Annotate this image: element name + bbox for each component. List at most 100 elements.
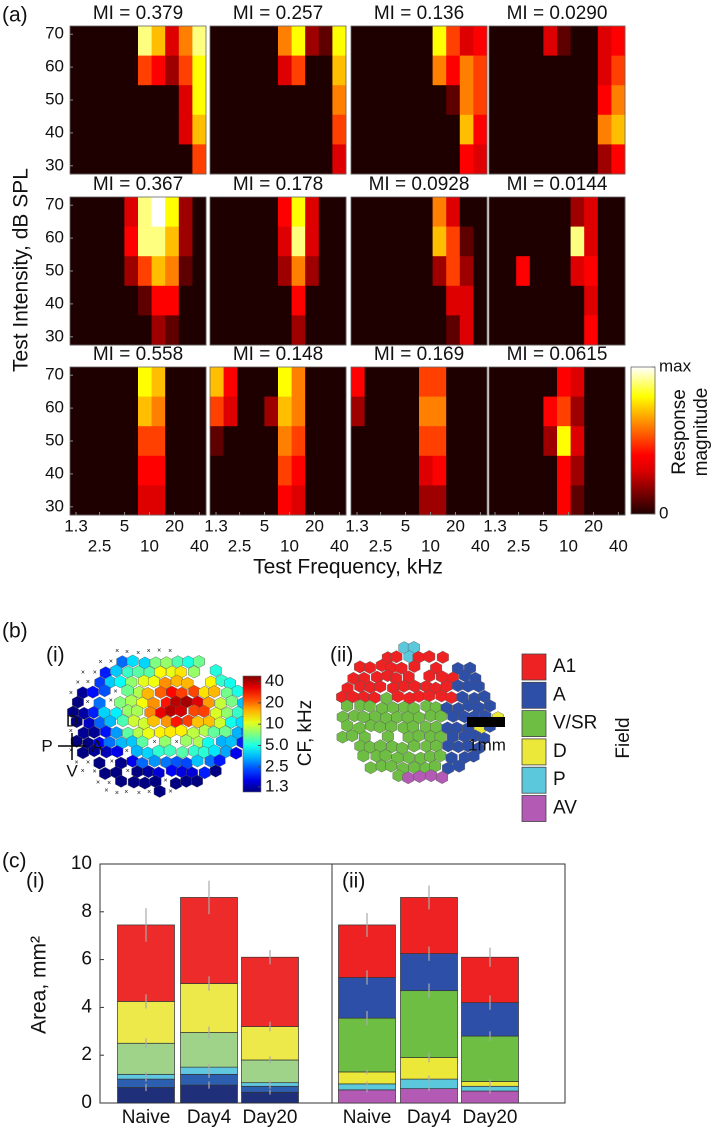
heat-cell xyxy=(192,226,207,257)
heat-cell xyxy=(138,285,152,316)
heat-cell xyxy=(432,367,447,397)
heat-cell xyxy=(473,256,488,287)
heat-cell xyxy=(124,367,139,397)
heat-cell xyxy=(83,226,98,257)
heat-cell xyxy=(124,256,139,287)
x-tick-label: Day20 xyxy=(463,1107,518,1128)
map-cell xyxy=(127,714,140,728)
map-cell xyxy=(209,764,222,778)
heat-cell xyxy=(584,396,599,427)
heat-cell xyxy=(584,315,599,346)
panel-frame xyxy=(350,366,488,516)
heat-cell xyxy=(305,396,320,427)
heat-cell xyxy=(502,367,517,397)
heat-cell xyxy=(264,367,279,397)
heat-cell xyxy=(210,226,224,257)
map-cell xyxy=(88,744,101,758)
map-cell xyxy=(170,674,183,688)
x-tick-label: 20 xyxy=(446,516,465,535)
heat-cell xyxy=(584,114,599,145)
heat-cell xyxy=(332,485,347,516)
heat-cell xyxy=(97,26,112,56)
heat-cell xyxy=(570,144,585,175)
map-cell xyxy=(175,724,188,738)
heat-cell xyxy=(264,256,279,287)
colorbar-tick-label: 20 xyxy=(265,692,284,711)
heat-cell xyxy=(237,426,252,457)
x-tick-label: 40 xyxy=(609,536,628,555)
panel-title: MI = 0.0615 xyxy=(507,344,608,365)
heat-cell xyxy=(97,426,112,457)
heat-cell xyxy=(138,197,152,227)
heat-cell xyxy=(83,144,98,175)
y-tick-label: 30 xyxy=(45,155,64,174)
heat-cell xyxy=(291,315,306,346)
heat-cell xyxy=(570,85,585,116)
x-tick-label: 5 xyxy=(120,516,129,535)
heat-cell xyxy=(473,114,488,145)
heat-cell xyxy=(529,256,544,287)
colorbar-label: magnitude xyxy=(691,388,712,477)
heat-cell xyxy=(138,226,152,257)
heat-cell xyxy=(332,144,347,175)
heat-cell xyxy=(597,396,612,427)
heat-cell xyxy=(570,485,585,516)
panel-title: MI = 0.257 xyxy=(233,3,323,24)
heat-cell xyxy=(529,26,544,56)
heat-cell xyxy=(557,426,571,457)
heat-cell xyxy=(165,485,180,516)
map-cell xyxy=(484,699,496,713)
heat-cell xyxy=(364,55,379,86)
heat-cell xyxy=(192,26,207,56)
unresponsive-site: × xyxy=(115,648,119,655)
heat-cell xyxy=(584,367,599,397)
heat-cell xyxy=(178,144,193,175)
panel-title: MI = 0.0928 xyxy=(369,174,470,195)
heat-cell xyxy=(446,144,461,175)
heat-cell xyxy=(459,144,474,175)
map-cell xyxy=(408,739,420,753)
heat-cell xyxy=(278,315,292,346)
heat-cell xyxy=(178,285,193,316)
heat-cell xyxy=(305,197,320,227)
heat-cell xyxy=(378,285,393,316)
bar-segment xyxy=(241,1026,299,1061)
unresponsive-site: × xyxy=(93,769,97,776)
heat-cell xyxy=(237,114,252,145)
heat-cell xyxy=(473,367,488,397)
x-tick-label: 5 xyxy=(401,516,410,535)
heat-cell xyxy=(473,455,488,486)
heat-cell xyxy=(516,367,531,397)
heat-cell xyxy=(250,114,265,145)
heat-cell xyxy=(110,85,125,116)
heat-cell xyxy=(70,315,84,346)
heat-cell xyxy=(223,55,238,86)
heat-cell xyxy=(405,285,420,316)
heat-cell xyxy=(529,226,544,257)
heat-cell xyxy=(543,285,558,316)
heat-cell xyxy=(570,256,585,287)
heat-cell xyxy=(570,315,585,346)
panel-title: MI = 0.148 xyxy=(233,344,323,365)
heat-cell xyxy=(489,114,503,145)
heat-cell xyxy=(278,367,292,397)
heat-cell xyxy=(210,26,224,56)
heat-cell xyxy=(432,85,447,116)
map-cell xyxy=(138,776,151,790)
y-tick-label: 50 xyxy=(45,430,64,449)
heat-cell xyxy=(151,226,166,257)
heat-cell xyxy=(165,285,180,316)
heat-cell xyxy=(291,144,306,175)
heat-cell xyxy=(223,226,238,257)
heat-cell xyxy=(529,455,544,486)
heat-cell xyxy=(83,315,98,346)
heat-cell xyxy=(459,485,474,516)
heat-cell xyxy=(291,285,306,316)
heat-cell xyxy=(264,455,279,486)
heat-cell xyxy=(489,55,503,86)
x-tick-label: 20 xyxy=(305,516,324,535)
heat-cell xyxy=(223,85,238,116)
heat-cell xyxy=(210,396,224,427)
colorbar-tick-label: max xyxy=(659,356,692,375)
heat-cell xyxy=(192,256,207,287)
